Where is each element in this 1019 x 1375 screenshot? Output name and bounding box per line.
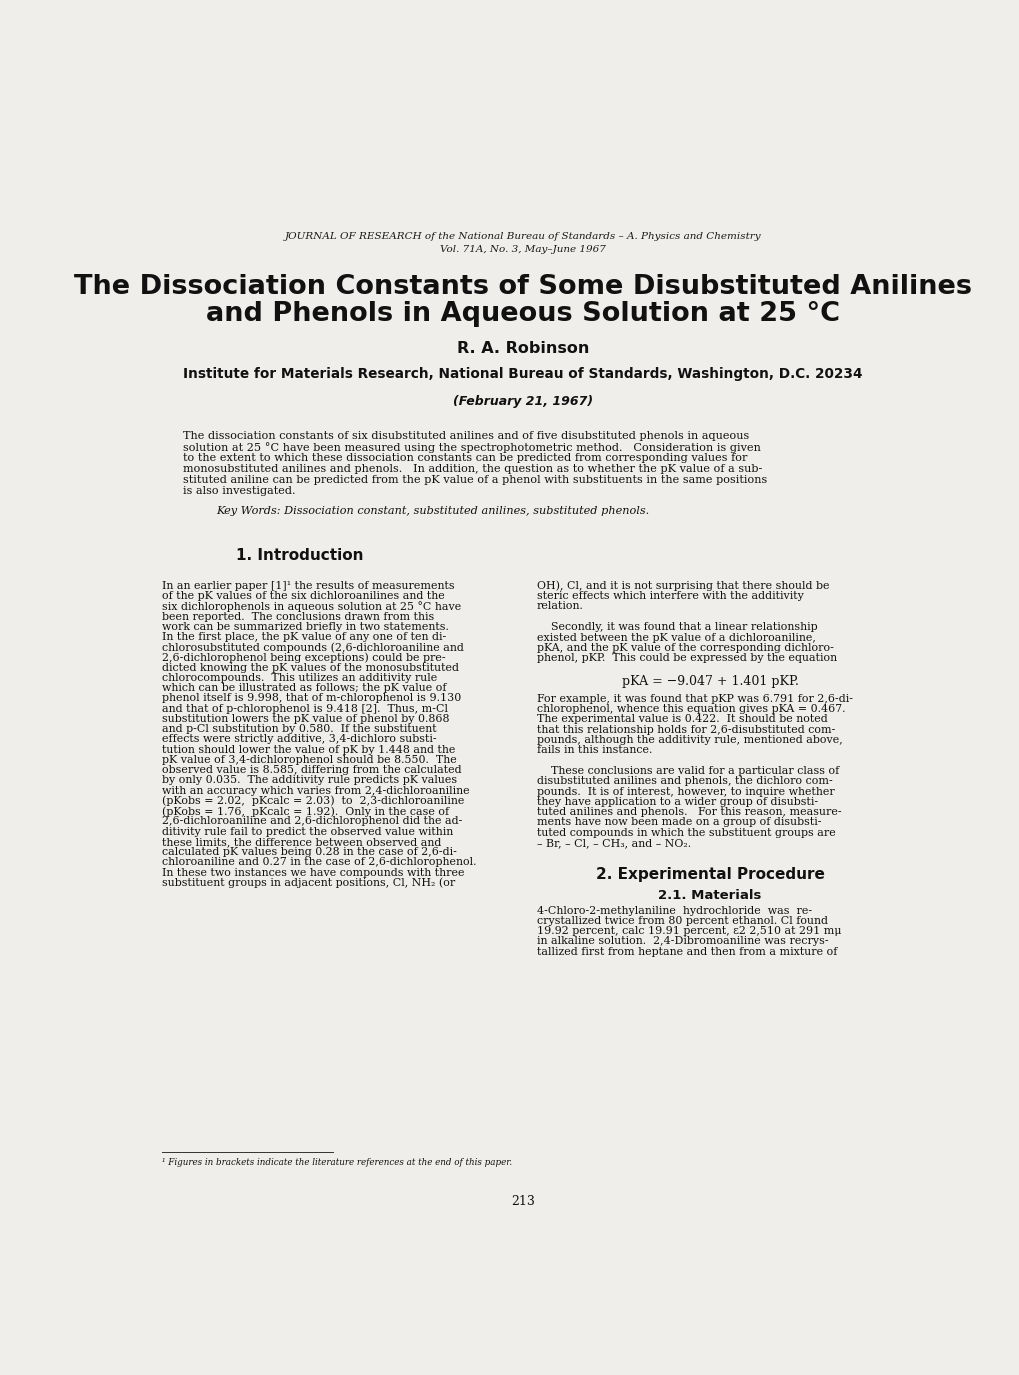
Text: (pKobs = 1.76,  pKcalc = 1.92).  Only in the case of: (pKobs = 1.76, pKcalc = 1.92). Only in t… — [162, 806, 449, 817]
Text: calculated pK values being 0.28 in the case of 2,6-di-: calculated pK values being 0.28 in the c… — [162, 847, 457, 857]
Text: been reported.  The conclusions drawn from this: been reported. The conclusions drawn fro… — [162, 612, 434, 622]
Text: fails in this instance.: fails in this instance. — [536, 745, 651, 755]
Text: The dissociation constants of six disubstituted anilines and of five disubstitut: The dissociation constants of six disubs… — [183, 430, 749, 440]
Text: these limits, the difference between observed and: these limits, the difference between obs… — [162, 837, 441, 847]
Text: OH), Cl, and it is not surprising that there should be: OH), Cl, and it is not surprising that t… — [536, 580, 828, 591]
Text: of the pK values of the six dichloroanilines and the: of the pK values of the six dichloroanil… — [162, 591, 444, 601]
Text: dicted knowing the pK values of the monosubstituted: dicted knowing the pK values of the mono… — [162, 663, 459, 672]
Text: stituted aniline can be predicted from the pK value of a phenol with substituent: stituted aniline can be predicted from t… — [183, 476, 767, 485]
Text: 2,6-dichloroaniline and 2,6-dichlorophenol did the ad-: 2,6-dichloroaniline and 2,6-dichlorophen… — [162, 817, 463, 826]
Text: disubstituted anilines and phenols, the dichloro com-: disubstituted anilines and phenols, the … — [536, 777, 832, 786]
Text: The experimental value is 0.422.  It should be noted: The experimental value is 0.422. It shou… — [536, 715, 826, 725]
Text: with an accuracy which varies from 2,4-dichloroaniline: with an accuracy which varies from 2,4-d… — [162, 785, 470, 796]
Text: phenol, pKP.  This could be expressed by the equation: phenol, pKP. This could be expressed by … — [536, 653, 836, 663]
Text: tuted anilines and phenols.   For this reason, measure-: tuted anilines and phenols. For this rea… — [536, 807, 841, 817]
Text: Vol. 71A, No. 3, May–June 1967: Vol. 71A, No. 3, May–June 1967 — [439, 245, 605, 254]
Text: pK value of 3,4-dichlorophenol should be 8.550.  The: pK value of 3,4-dichlorophenol should be… — [162, 755, 457, 765]
Text: existed between the pK value of a dichloroaniline,: existed between the pK value of a dichlo… — [536, 632, 815, 642]
Text: Institute for Materials Research, National Bureau of Standards, Washington, D.C.: Institute for Materials Research, Nation… — [182, 367, 862, 381]
Text: – Br, – Cl, – CH₃, and – NO₂.: – Br, – Cl, – CH₃, and – NO₂. — [536, 837, 690, 848]
Text: by only 0.035.  The additivity rule predicts pK values: by only 0.035. The additivity rule predi… — [162, 775, 458, 785]
Text: chlorosubstituted compounds (2,6-dichloroaniline and: chlorosubstituted compounds (2,6-dichlor… — [162, 642, 464, 653]
Text: tallized first from heptane and then from a mixture of: tallized first from heptane and then fro… — [536, 946, 837, 957]
Text: JOURNAL OF RESEARCH of the National Bureau of Standards – A. Physics and Chemist: JOURNAL OF RESEARCH of the National Bure… — [284, 232, 760, 241]
Text: 213: 213 — [511, 1195, 534, 1209]
Text: which can be illustrated as follows; the pK value of: which can be illustrated as follows; the… — [162, 683, 446, 693]
Text: ¹ Figures in brackets indicate the literature references at the end of this pape: ¹ Figures in brackets indicate the liter… — [162, 1158, 512, 1167]
Text: (pKobs = 2.02,  pKcalc = 2.03)  to  2,3-dichloroaniline: (pKobs = 2.02, pKcalc = 2.03) to 2,3-dic… — [162, 796, 465, 806]
Text: ments have now been made on a group of disubsti-: ments have now been made on a group of d… — [536, 817, 820, 828]
Text: For example, it was found that pKP was 6.791 for 2,6-di-: For example, it was found that pKP was 6… — [536, 694, 852, 704]
Text: observed value is 8.585, differing from the calculated: observed value is 8.585, differing from … — [162, 765, 462, 776]
Text: pKA, and the pK value of the corresponding dichloro-: pKA, and the pK value of the correspondi… — [536, 642, 833, 653]
Text: 2,6-dichlorophenol being exceptions) could be pre-: 2,6-dichlorophenol being exceptions) cou… — [162, 653, 445, 663]
Text: steric effects which interfere with the additivity: steric effects which interfere with the … — [536, 591, 803, 601]
Text: 19.92 percent, calc 19.91 percent, ε2 2,510 at 291 mμ: 19.92 percent, calc 19.91 percent, ε2 2,… — [536, 927, 841, 936]
Text: and p-Cl substitution by 0.580.  If the substituent: and p-Cl substitution by 0.580. If the s… — [162, 725, 436, 734]
Text: crystallized twice from 80 percent ethanol. Cl found: crystallized twice from 80 percent ethan… — [536, 916, 826, 925]
Text: In an earlier paper [1]¹ the results of measurements: In an earlier paper [1]¹ the results of … — [162, 580, 454, 591]
Text: (February 21, 1967): (February 21, 1967) — [452, 395, 592, 408]
Text: Key Words: Dissociation constant, substituted anilines, substituted phenols.: Key Words: Dissociation constant, substi… — [216, 506, 649, 516]
Text: phenol itself is 9.998, that of m-chlorophenol is 9.130: phenol itself is 9.998, that of m-chloro… — [162, 693, 462, 704]
Text: 2. Experimental Procedure: 2. Experimental Procedure — [595, 868, 823, 883]
Text: to the extent to which these dissociation constants can be predicted from corres: to the extent to which these dissociatio… — [183, 452, 747, 463]
Text: and Phenols in Aqueous Solution at 25 °C: and Phenols in Aqueous Solution at 25 °C — [206, 301, 839, 327]
Text: 4-Chloro-2-methylaniline  hydrochloride  was  re-: 4-Chloro-2-methylaniline hydrochloride w… — [536, 906, 811, 916]
Text: relation.: relation. — [536, 601, 583, 612]
Text: In these two instances we have compounds with three: In these two instances we have compounds… — [162, 868, 465, 877]
Text: chlorocompounds.  This utilizes an additivity rule: chlorocompounds. This utilizes an additi… — [162, 672, 437, 683]
Text: and that of p-chlorophenol is 9.418 [2].  Thus, m-Cl: and that of p-chlorophenol is 9.418 [2].… — [162, 704, 448, 714]
Text: tution should lower the value of pK by 1.448 and the: tution should lower the value of pK by 1… — [162, 745, 455, 755]
Text: chlorophenol, whence this equation gives pKA = 0.467.: chlorophenol, whence this equation gives… — [536, 704, 845, 714]
Text: 2.1. Materials: 2.1. Materials — [658, 888, 761, 902]
Text: tuted compounds in which the substituent groups are: tuted compounds in which the substituent… — [536, 828, 835, 837]
Text: The Dissociation Constants of Some Disubstituted Anilines: The Dissociation Constants of Some Disub… — [73, 274, 971, 300]
Text: chloroaniline and 0.27 in the case of 2,6-dichlorophenol.: chloroaniline and 0.27 in the case of 2,… — [162, 857, 477, 868]
Text: work can be summarized briefly in two statements.: work can be summarized briefly in two st… — [162, 622, 448, 631]
Text: six dichlorophenols in aqueous solution at 25 °C have: six dichlorophenols in aqueous solution … — [162, 601, 462, 612]
Text: in alkaline solution.  2,4-Dibromoaniline was recrys-: in alkaline solution. 2,4-Dibromoaniline… — [536, 936, 827, 946]
Text: ditivity rule fail to predict the observed value within: ditivity rule fail to predict the observ… — [162, 826, 453, 836]
Text: they have application to a wider group of disubsti-: they have application to a wider group o… — [536, 798, 817, 807]
Text: is also investigated.: is also investigated. — [183, 487, 296, 496]
Text: pounds.  It is of interest, however, to inquire whether: pounds. It is of interest, however, to i… — [536, 786, 834, 796]
Text: R. A. Robinson: R. A. Robinson — [457, 341, 588, 356]
Text: Secondly, it was found that a linear relationship: Secondly, it was found that a linear rel… — [536, 623, 816, 632]
Text: These conclusions are valid for a particular class of: These conclusions are valid for a partic… — [536, 766, 839, 777]
Text: 1. Introduction: 1. Introduction — [235, 547, 363, 562]
Text: that this relationship holds for 2,6-disubstituted com-: that this relationship holds for 2,6-dis… — [536, 725, 835, 734]
Text: monosubstituted anilines and phenols.   In addition, the question as to whether : monosubstituted anilines and phenols. In… — [183, 465, 762, 474]
Text: effects were strictly additive, 3,4-dichloro substi-: effects were strictly additive, 3,4-dich… — [162, 734, 436, 744]
Text: substitution lowers the pK value of phenol by 0.868: substitution lowers the pK value of phen… — [162, 714, 449, 723]
Text: pKA = −9.047 + 1.401 pKP.: pKA = −9.047 + 1.401 pKP. — [621, 675, 798, 688]
Text: substituent groups in adjacent positions, Cl, NH₂ (or: substituent groups in adjacent positions… — [162, 877, 455, 888]
Text: In the first place, the pK value of any one of ten di-: In the first place, the pK value of any … — [162, 632, 446, 642]
Text: solution at 25 °C have been measured using the spectrophotometric method.   Cons: solution at 25 °C have been measured usi… — [183, 441, 760, 452]
Text: pounds, although the additivity rule, mentioned above,: pounds, although the additivity rule, me… — [536, 736, 842, 745]
